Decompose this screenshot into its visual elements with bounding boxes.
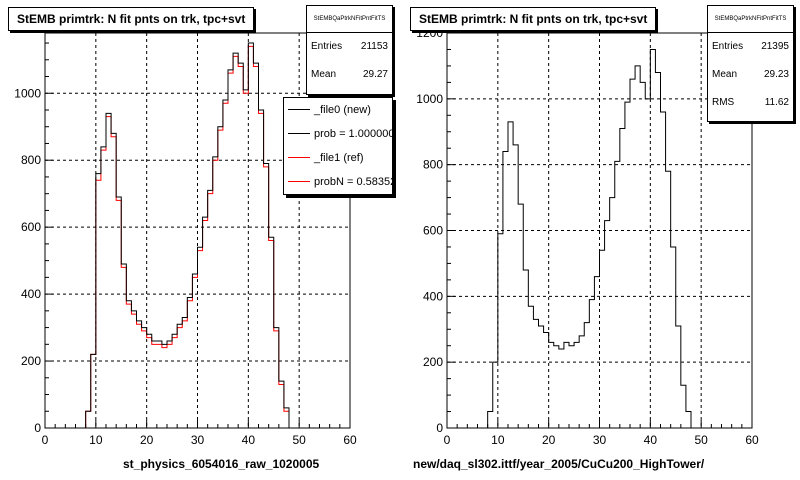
left-stats-name: StEMBQaPtrkNFitPntFitTS (307, 6, 392, 33)
left-entries-value: 21153 (360, 41, 388, 52)
left-x-tick-label: 60 (343, 433, 357, 447)
left-x-tick-label: 50 (292, 433, 306, 447)
left-histogram-title: StEMB primtrk: N fit pnts on trk, tpc+sv… (8, 7, 255, 31)
left-y-tick-label: 600 (21, 220, 41, 234)
right-stats-entries: Entries 21395 (708, 33, 793, 61)
right-rms-value: 11.62 (764, 97, 789, 108)
legend-swatch-file1 (288, 157, 310, 158)
right-y-tick-label: 1000 (416, 92, 443, 106)
legend-swatch-prob (288, 133, 310, 134)
left-x-tick-label: 30 (191, 433, 205, 447)
legend-entry-probn: probN = 0.583521 (284, 170, 392, 194)
left-x-tick-label: 0 (42, 433, 49, 447)
legend-entry-file0: _file0 (new) (284, 98, 392, 122)
left-footer-label: st_physics_6054016_raw_1020005 (123, 457, 320, 471)
right-x-tick-label: 30 (593, 433, 607, 447)
right-x-tick-label: 50 (694, 433, 708, 447)
right-x-tick-label: 0 (444, 433, 451, 447)
right-x-tick-label: 60 (745, 433, 759, 447)
right-y-tick-label: 200 (423, 355, 443, 369)
legend-swatch-file0 (288, 109, 310, 110)
right-stats-box: StEMBQaPtrkNFitPntFitTS Entries 21395 Me… (707, 5, 794, 122)
left-x-tick-label: 10 (89, 433, 103, 447)
left-histogram-series-1 (45, 42, 350, 429)
left-y-tick-label: 0 (34, 421, 41, 435)
legend-label-prob: prob = 1.000000 (314, 128, 393, 140)
right-y-tick-label: 0 (436, 421, 443, 435)
right-entries-label: Entries (712, 41, 744, 52)
right-y-tick-label: 600 (423, 224, 443, 238)
left-y-tick-label: 400 (21, 287, 41, 301)
legend-label-file0: _file0 (new) (314, 104, 371, 116)
right-stats-name: StEMBQaPtrkNFitPntFitTS (708, 6, 793, 33)
left-stats-entries: Entries 21153 (307, 33, 392, 61)
right-y-tick-label: 400 (423, 289, 443, 303)
right-y-tick-label: 800 (423, 158, 443, 172)
left-legend: _file0 (new) prob = 1.000000 _file1 (ref… (283, 97, 393, 195)
left-mean-value: 29.27 (362, 69, 388, 80)
right-histogram-title: StEMB primtrk: N fit pnts on trk, tpc+sv… (410, 7, 657, 31)
right-stats-rms: RMS 11.62 (708, 89, 793, 117)
left-y-tick-label: 200 (21, 354, 41, 368)
right-x-tick-label: 10 (491, 433, 505, 447)
right-x-tick-label: 20 (542, 433, 556, 447)
left-stats-mean: Mean 29.27 (307, 61, 392, 89)
left-y-tick-label: 1000 (14, 86, 41, 100)
left-stats-box: StEMBQaPtrkNFitPntFitTS Entries 21153 Me… (306, 5, 393, 95)
left-entries-label: Entries (311, 41, 343, 52)
legend-entry-file1: _file1 (ref) (284, 146, 392, 170)
left-x-tick-label: 20 (140, 433, 154, 447)
right-footer-label: new/daq_sl302.ittf/year_2005/CuCu200_Hig… (413, 457, 705, 471)
right-rms-label: RMS (712, 97, 735, 108)
legend-label-probn: probN = 0.583521 (314, 176, 392, 188)
legend-swatch-probn (288, 181, 310, 182)
legend-label-file1: _file1 (ref) (314, 152, 364, 164)
right-entries-value: 21395 (761, 41, 789, 52)
right-x-tick-label: 40 (644, 433, 658, 447)
left-y-tick-label: 800 (21, 153, 41, 167)
left-mean-label: Mean (311, 69, 337, 80)
legend-entry-prob: prob = 1.000000 (284, 122, 392, 146)
right-stats-mean: Mean 29.23 (708, 61, 793, 89)
right-mean-label: Mean (712, 69, 738, 80)
right-mean-value: 29.23 (763, 69, 789, 80)
left-x-tick-label: 40 (242, 433, 256, 447)
right-histogram-series-0 (447, 48, 752, 429)
